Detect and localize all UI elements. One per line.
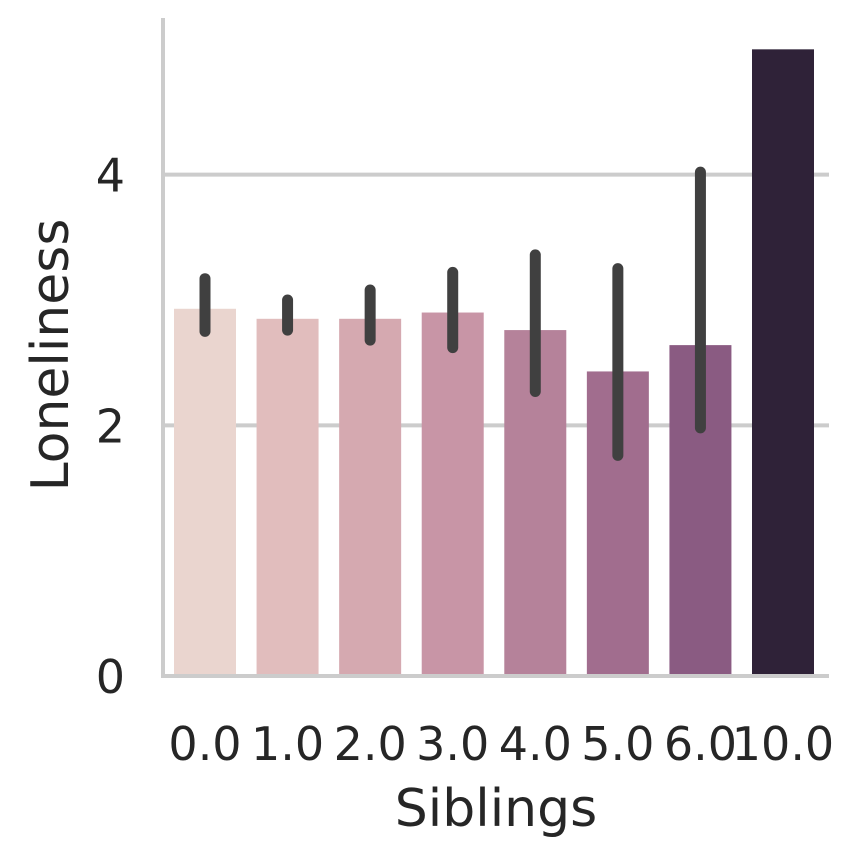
x-tick-label-5.0: 5.0 xyxy=(581,717,654,771)
x-tick-label-0.0: 0.0 xyxy=(168,717,241,771)
y-tick-label-4: 4 xyxy=(96,149,125,203)
y-tick-label-0: 0 xyxy=(96,650,125,704)
y-axis-title: Loneliness xyxy=(21,219,81,492)
x-tick-label-3.0: 3.0 xyxy=(416,717,489,771)
bar-10.0 xyxy=(752,49,814,677)
x-tick-label-2.0: 2.0 xyxy=(334,717,407,771)
bar-0.0 xyxy=(174,308,236,676)
x-tick-label-6.0: 6.0 xyxy=(664,717,737,771)
x-tick-label-1.0: 1.0 xyxy=(251,717,324,771)
x-tick-label-10.0: 10.0 xyxy=(732,717,834,771)
y-tick-labels: 0 2 4 xyxy=(96,149,125,704)
bar-3.0 xyxy=(421,312,484,676)
x-tick-label-4.0: 4.0 xyxy=(499,717,572,771)
x-axis-title: Siblings xyxy=(395,779,597,839)
bar-1.0 xyxy=(256,318,319,676)
bars xyxy=(174,49,814,677)
axes xyxy=(161,18,829,678)
bar-2.0 xyxy=(339,318,402,676)
x-tick-labels: 0.0 1.0 2.0 3.0 4.0 5.0 6.010.0 xyxy=(168,717,834,771)
y-tick-label-2: 2 xyxy=(96,399,125,453)
error-bars xyxy=(199,166,706,461)
